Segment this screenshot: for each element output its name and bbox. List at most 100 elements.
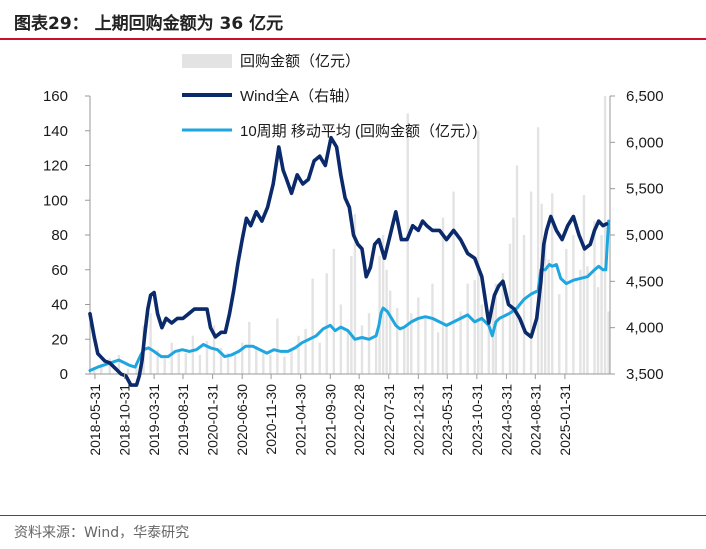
- bar-70: [536, 127, 540, 375]
- x-tick-label-7: 2021-04-30: [293, 384, 309, 456]
- bar-58: [473, 280, 476, 374]
- wind-all-a-line: [88, 135, 609, 387]
- chart: 2018-05-31 2018-10-31 2019-03-31 2019-08-31…: [43, 53, 664, 456]
- bar-69: [529, 191, 533, 374]
- bar-48: [410, 313, 413, 374]
- x-tick-label-14: 2024-03-31: [498, 384, 514, 456]
- left-tick-label-0: 0: [60, 366, 68, 383]
- bar-84: [603, 96, 607, 374]
- bar-53: [441, 217, 445, 374]
- source-rule: [0, 515, 706, 516]
- left-tick-label-2: 40: [51, 297, 68, 314]
- bar-12: [184, 353, 188, 374]
- bar-8: [156, 349, 159, 374]
- bar-25: [276, 318, 279, 374]
- bar-38: [360, 325, 364, 374]
- right-tick-label-5: 6,000: [626, 134, 664, 151]
- bar-23: [262, 353, 265, 374]
- left-tick-label-8: 160: [43, 88, 68, 105]
- bar-67: [515, 165, 519, 374]
- x-tick-label-12: 2023-05-31: [439, 384, 455, 456]
- bar-19: [233, 354, 237, 374]
- x-tick-label-15: 2024-08-31: [527, 384, 543, 456]
- bar-28: [297, 335, 300, 374]
- bar-46: [403, 328, 406, 374]
- bar-35: [346, 330, 350, 374]
- repurchase-bars: [93, 96, 610, 375]
- bar-27: [290, 349, 293, 374]
- x-tick-label-13: 2023-10-31: [469, 384, 485, 456]
- bar-54: [445, 325, 448, 374]
- figure-header: 图表29： 上期回购金额为 36 亿元: [0, 0, 706, 40]
- bar-59: [477, 130, 480, 374]
- left-tick-label-7: 140: [43, 123, 68, 140]
- bar-13: [191, 335, 195, 374]
- bar-63: [494, 283, 498, 374]
- legend-label-bar: 回购金额（亿元）: [240, 53, 360, 70]
- bar-42: [381, 235, 385, 374]
- right-tick-label-6: 6,500: [626, 88, 664, 105]
- bar-51: [431, 283, 434, 374]
- bar-39: [367, 313, 371, 374]
- wind-all-a-series: [88, 135, 609, 387]
- left-tick-label-1: 20: [51, 331, 68, 348]
- x-tick-label-8: 2021-09-30: [322, 384, 338, 456]
- bar-83: [600, 235, 603, 374]
- bar-74: [551, 193, 554, 374]
- bar-61: [487, 321, 491, 374]
- bar-57: [466, 283, 469, 374]
- bar-32: [325, 273, 328, 374]
- bar-9: [163, 358, 166, 374]
- bar-34: [339, 304, 343, 374]
- right-axis-ticks: 3,500 4,000 4,500 5,000 5,500 6,000 6,500: [610, 88, 664, 383]
- right-tick-label-0: 3,500: [626, 366, 664, 383]
- right-tick-label-2: 4,500: [626, 273, 664, 290]
- bar-85: [607, 311, 610, 374]
- bar-0: [93, 367, 96, 374]
- bar-52: [436, 332, 440, 374]
- bar-36: [350, 255, 353, 374]
- x-tick-label-1: 2018-10-31: [117, 384, 133, 456]
- x-tick-label-16: 2025-01-31: [557, 384, 573, 456]
- legend: 回购金额（亿元） Wind全A（右轴） 10周期 移动平均 (回购金额（亿元）): [182, 53, 478, 140]
- bar-68: [522, 235, 526, 374]
- x-tick-label-9: 2022-02-28: [351, 384, 367, 456]
- x-tick-label-10: 2022-07-31: [381, 384, 397, 456]
- x-tick-label-6: 2020-11-30: [263, 384, 279, 455]
- bar-20: [240, 342, 244, 374]
- bar-2: [108, 358, 111, 374]
- x-tick-label-3: 2019-08-31: [175, 384, 191, 456]
- x-tick-label-11: 2022-12-31: [410, 384, 426, 456]
- bar-76: [565, 248, 568, 374]
- bar-60: [480, 304, 483, 374]
- bar-49: [417, 297, 420, 374]
- legend-swatch-bar: [182, 54, 232, 68]
- bar-18: [226, 353, 230, 374]
- bar-21: [248, 321, 251, 374]
- bar-40: [374, 335, 378, 374]
- bar-77: [572, 235, 575, 374]
- bar-14: [198, 354, 202, 374]
- bar-37: [353, 214, 357, 374]
- x-tick-label-2: 2019-03-31: [146, 384, 162, 456]
- bar-56: [459, 311, 462, 374]
- bar-5: [135, 363, 138, 374]
- left-tick-label-3: 60: [51, 262, 68, 279]
- bar-50: [424, 318, 427, 374]
- bar-73: [547, 259, 550, 374]
- x-axis-ticks: 2018-05-31 2018-10-31 2019-03-31 2019-08-31…: [87, 374, 573, 456]
- x-tick-label-0: 2018-05-31: [87, 384, 103, 456]
- bar-79: [582, 195, 586, 374]
- bar-31: [318, 342, 321, 374]
- bar-43: [385, 269, 388, 374]
- legend-label-ma: 10周期 移动平均 (回购金额（亿元）): [240, 123, 478, 140]
- bar-33: [332, 248, 335, 374]
- right-tick-label-4: 5,500: [626, 181, 664, 198]
- figure-title: 图表29： 上期回购金额为 36 亿元: [14, 14, 284, 34]
- bar-65: [508, 243, 512, 374]
- right-tick-label-3: 5,000: [626, 227, 664, 244]
- bar-62: [491, 301, 495, 374]
- bar-15: [205, 340, 209, 374]
- bar-80: [586, 266, 589, 374]
